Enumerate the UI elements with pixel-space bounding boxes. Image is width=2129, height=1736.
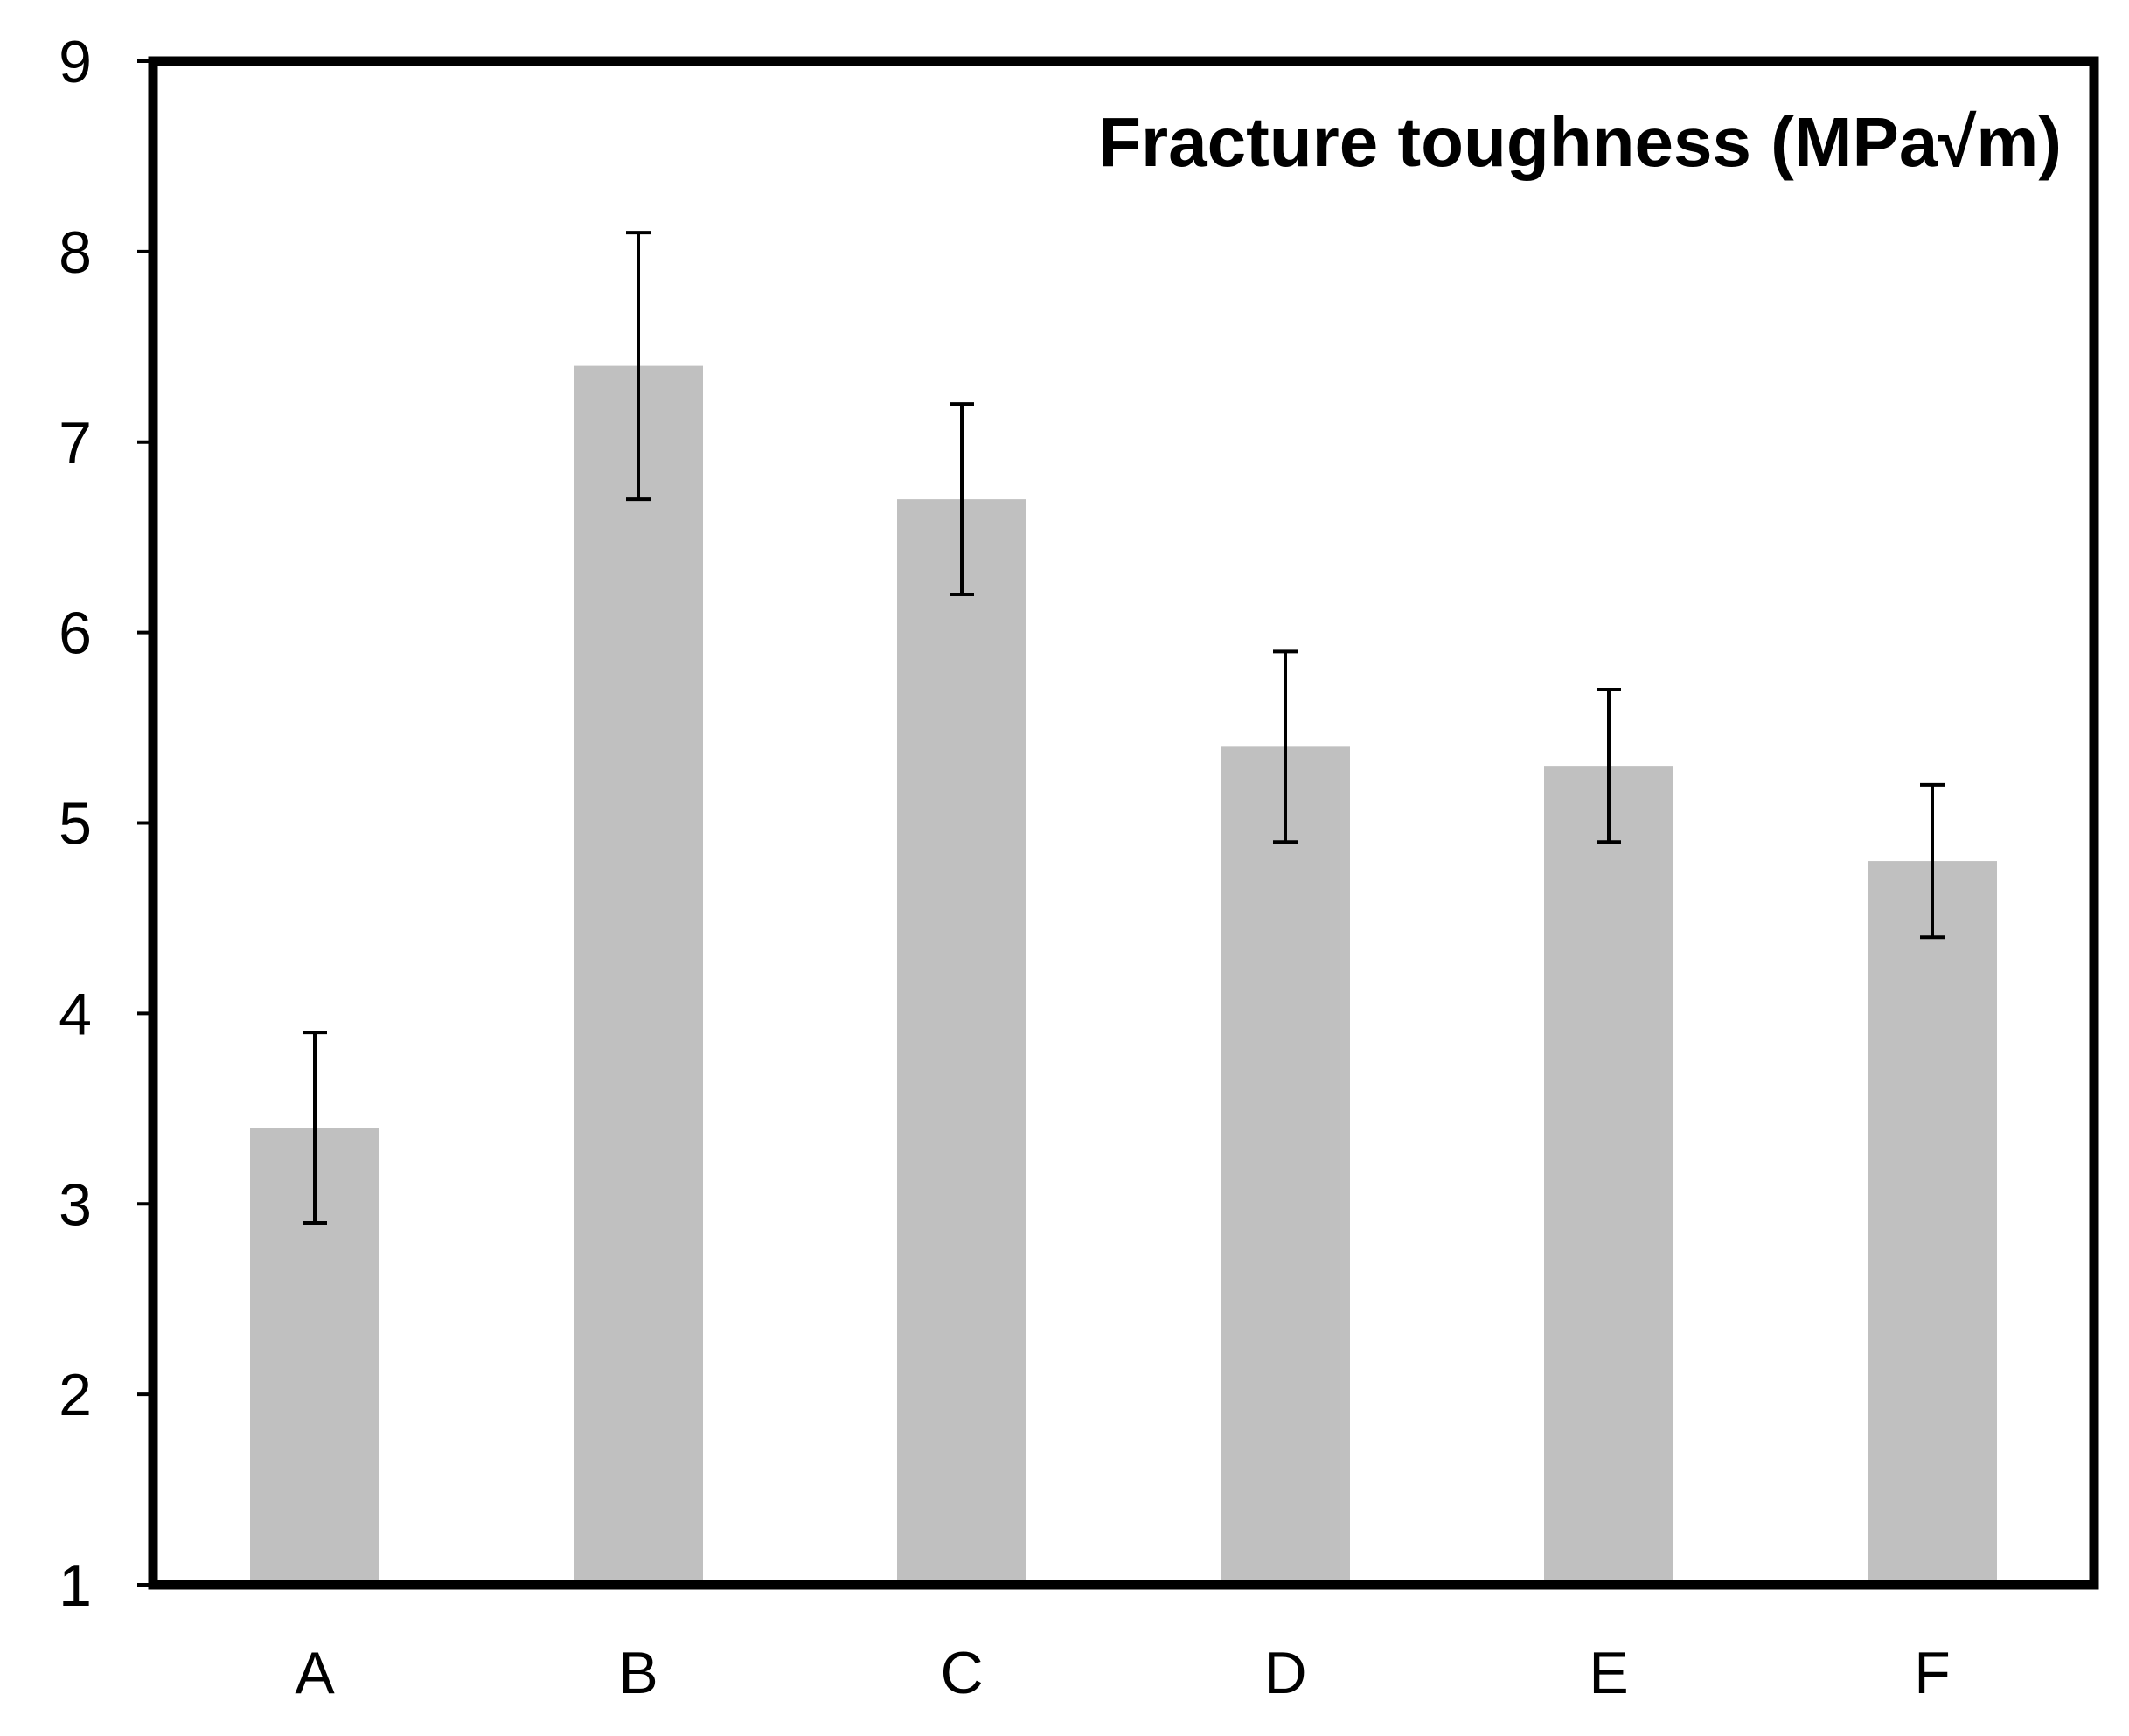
bar-F	[1868, 861, 1997, 1585]
x-tick-label-A: A	[295, 1640, 335, 1706]
y-tick-label-1: 1	[59, 1552, 92, 1619]
y-tick-label-4: 4	[59, 981, 92, 1047]
chart-title: Fracture toughness (MPa√m)	[1098, 103, 2062, 181]
y-tick-label-3: 3	[59, 1171, 92, 1238]
y-tick-label-6: 6	[59, 601, 92, 667]
y-axis: 1 2 3 4 5 6 7 8 9	[59, 29, 153, 1619]
error-bar-B	[626, 231, 651, 502]
bar-C	[897, 499, 1026, 1585]
y-tick-label-2: 2	[59, 1362, 92, 1428]
x-tick-label-D: D	[1263, 1640, 1306, 1706]
y-tick-label-5: 5	[59, 791, 92, 858]
y-tick-label-9: 9	[59, 29, 92, 95]
x-tick-label-C: C	[940, 1640, 983, 1706]
bar-B	[574, 365, 703, 1586]
y-tick-label-8: 8	[59, 219, 92, 286]
error-bar-D	[1273, 649, 1298, 844]
y-tick-label-7: 7	[59, 410, 92, 476]
plot-frame	[148, 56, 2099, 1590]
bar-D	[1221, 746, 1350, 1585]
error-bar-F	[1920, 782, 1945, 940]
bar-E	[1544, 766, 1673, 1585]
error-bar-E	[1597, 687, 1621, 844]
x-axis: A B C D E F	[295, 1640, 1950, 1706]
x-tick-label-F: F	[1914, 1640, 1951, 1706]
x-tick-label-E: E	[1589, 1640, 1628, 1706]
error-bar-C	[950, 402, 974, 597]
error-bars-layer	[303, 231, 1945, 1226]
bars-layer	[250, 365, 1997, 1586]
error-bar-A	[303, 1031, 327, 1226]
x-tick-label-B: B	[618, 1640, 657, 1706]
